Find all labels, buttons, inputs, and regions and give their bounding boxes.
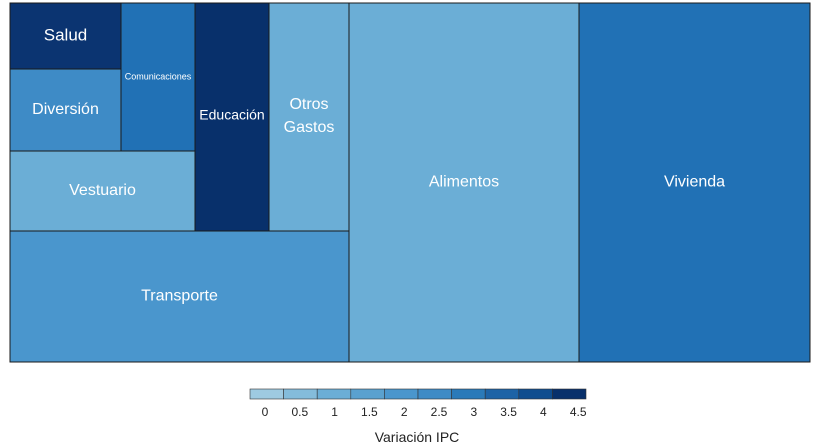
legend-tick-label: 4: [540, 405, 547, 419]
tile-label-diversion: Diversión: [32, 101, 99, 118]
legend-tick-label: 3.5: [500, 405, 517, 419]
legend-swatch: [283, 388, 318, 400]
tile-diversion: [9, 68, 122, 152]
legend-swatch: [552, 388, 587, 400]
tile-comunicaciones: [120, 2, 196, 152]
tile-label-otros-gastos: Otros Gastos: [284, 96, 335, 136]
legend-tick-label: 2.5: [431, 405, 448, 419]
tile-label-comunicaciones: Comunicaciones: [125, 71, 192, 81]
legend-swatch: [316, 388, 352, 400]
tile-label-transporte: Transporte: [141, 288, 218, 305]
legend-swatch: [451, 388, 486, 400]
tile-alimentos: [348, 2, 580, 363]
color-legend: 0 0.5 1 1.5 2 2.5 3 3.5 4 4.5 Variación IPC: [249, 388, 587, 445]
legend-swatches: [249, 388, 587, 400]
tile-vivienda: [578, 2, 811, 363]
legend-swatch: [484, 388, 520, 400]
tile-label-vestuario: Vestuario: [69, 182, 136, 199]
tile-vestuario: [9, 150, 196, 232]
legend-tick-label: 2: [401, 405, 408, 419]
legend-swatch: [518, 388, 553, 400]
legend-swatch: [384, 388, 419, 400]
legend-tick-label: 0.5: [291, 405, 308, 419]
legend-title: Variación IPC: [375, 429, 460, 445]
legend-tick-labels: 0 0.5 1 1.5 2 2.5 3 3.5 4 4.5: [262, 405, 587, 419]
legend-tick-label: 1: [331, 405, 338, 419]
legend-swatch: [249, 388, 284, 400]
tile-label-alimentos: Alimentos: [429, 174, 499, 191]
treemap-tiles: Salud Comunicaciones Diversión Educación Otr…: [9, 2, 811, 363]
tile-label-educacion: Educación: [199, 107, 264, 123]
legend-swatch: [350, 388, 385, 400]
legend-swatch: [417, 388, 452, 400]
tile-label-vivienda: Vivienda: [664, 174, 725, 191]
legend-tick-label: 3: [470, 405, 477, 419]
tile-transporte: [9, 230, 350, 363]
legend-tick-label: 1.5: [361, 405, 378, 419]
legend-tick-label: 0: [262, 405, 269, 419]
tile-otros-gastos: [268, 2, 350, 232]
tile-label-salud: Salud: [44, 25, 87, 44]
legend-tick-label: 4.5: [570, 405, 587, 419]
tile-educacion: [194, 2, 270, 232]
tile-salud: [9, 2, 122, 70]
